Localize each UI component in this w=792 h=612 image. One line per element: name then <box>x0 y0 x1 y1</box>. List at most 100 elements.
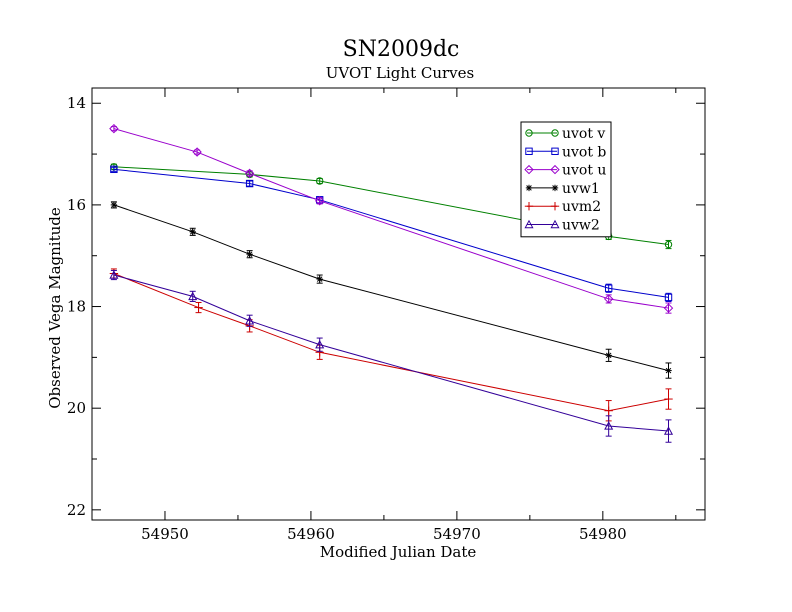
legend-label: uvot u <box>562 163 606 179</box>
legend-marker <box>524 219 534 229</box>
legend-marker <box>551 147 559 156</box>
data-point <box>109 123 119 134</box>
data-point <box>664 394 673 404</box>
y-tick-label: 14 <box>67 94 86 112</box>
legend-marker <box>525 184 533 192</box>
y-tick-label: 18 <box>67 298 86 316</box>
legend-marker <box>551 184 559 192</box>
data-point <box>110 201 118 209</box>
y-axis-label: Observed Vega Magnitude <box>46 207 64 409</box>
plot-frame <box>91 87 706 521</box>
legend-item: uvot b <box>525 144 606 160</box>
marker-shape <box>664 293 673 302</box>
legend-label: uvw2 <box>562 218 600 234</box>
marker-shape <box>111 202 117 208</box>
marker-shape <box>189 229 196 235</box>
marker-shape <box>525 129 533 137</box>
chart-title: SN2009dc <box>343 37 460 62</box>
data-point <box>316 275 323 283</box>
marker-shape <box>604 421 614 430</box>
data-point <box>109 270 119 279</box>
y-tick-label: 20 <box>67 399 86 417</box>
legend-label: uvw1 <box>562 181 600 197</box>
legend-marker <box>525 129 533 137</box>
data-point <box>192 147 202 157</box>
legend-marker <box>524 164 534 175</box>
x-tick-label: 54950 <box>141 525 189 543</box>
marker-shape <box>192 147 202 157</box>
data-point <box>315 339 325 349</box>
marker-shape <box>525 147 533 156</box>
data-point <box>664 240 673 249</box>
data-point <box>188 291 198 301</box>
legend-marker <box>551 129 559 137</box>
data-point <box>665 367 672 374</box>
series-line <box>113 273 669 412</box>
data-point <box>244 168 255 179</box>
x-axis-label: Modified Julian Date <box>320 543 477 561</box>
legend-marker <box>550 202 560 211</box>
legend-label: uvot b <box>562 144 606 160</box>
chart-subtitle: UVOT Light Curves <box>326 64 474 82</box>
marker-shape <box>524 219 534 229</box>
legend-item: uvot u <box>524 163 606 179</box>
legend-label: uvm2 <box>562 199 601 215</box>
marker-shape <box>245 179 254 188</box>
marker-shape <box>246 251 253 257</box>
data-point <box>604 406 613 415</box>
data-point <box>189 228 196 236</box>
marker-shape <box>550 164 560 175</box>
marker-shape <box>550 219 560 229</box>
marker-shape <box>663 426 674 435</box>
marker-shape <box>665 367 672 374</box>
marker-shape <box>109 123 119 134</box>
series-uvw1 <box>110 201 672 379</box>
legend-item: uvw2 <box>524 218 600 234</box>
data-point <box>663 426 674 435</box>
marker-shape <box>245 316 255 325</box>
marker-shape <box>551 129 559 137</box>
legend-marker <box>525 147 533 156</box>
data-point <box>664 293 673 302</box>
legend-marker <box>524 202 534 211</box>
data-point <box>604 284 613 292</box>
marker-shape <box>109 270 119 279</box>
legend-marker <box>550 164 560 175</box>
data-point <box>605 352 612 359</box>
marker-shape <box>314 196 325 206</box>
legend-item: uvw1 <box>525 181 600 197</box>
data-point <box>194 303 203 312</box>
marker-shape <box>526 185 532 191</box>
legend-marker <box>550 219 560 229</box>
data-point <box>604 421 614 430</box>
data-point <box>245 316 255 325</box>
marker-shape <box>605 352 612 359</box>
legend-item: uvm2 <box>524 199 601 215</box>
y-tick-label: 22 <box>67 501 86 519</box>
data-point <box>315 177 324 185</box>
marker-shape <box>551 147 559 156</box>
series-line <box>113 274 669 432</box>
marker-shape <box>316 276 323 282</box>
series-uvot-u <box>109 123 674 314</box>
legend: uvot v uvot b uvot u uvw1 uvm2 uvw2 <box>520 121 612 238</box>
x-tick-label: 54970 <box>433 525 481 543</box>
data-point <box>245 179 254 188</box>
data-point <box>603 294 614 304</box>
marker-shape <box>604 284 613 292</box>
marker-shape <box>244 168 255 179</box>
x-tick-label: 54960 <box>287 525 335 543</box>
marker-shape <box>315 177 324 185</box>
x-tick-label: 54980 <box>579 525 627 543</box>
marker-shape <box>110 165 118 174</box>
marker-shape <box>188 291 198 301</box>
data-point <box>110 165 118 174</box>
marker-shape <box>315 339 325 349</box>
series-line <box>113 128 669 309</box>
series-line <box>113 204 669 372</box>
y-tick-label: 16 <box>67 196 86 214</box>
marker-shape <box>603 294 614 304</box>
marker-shape <box>663 303 674 313</box>
